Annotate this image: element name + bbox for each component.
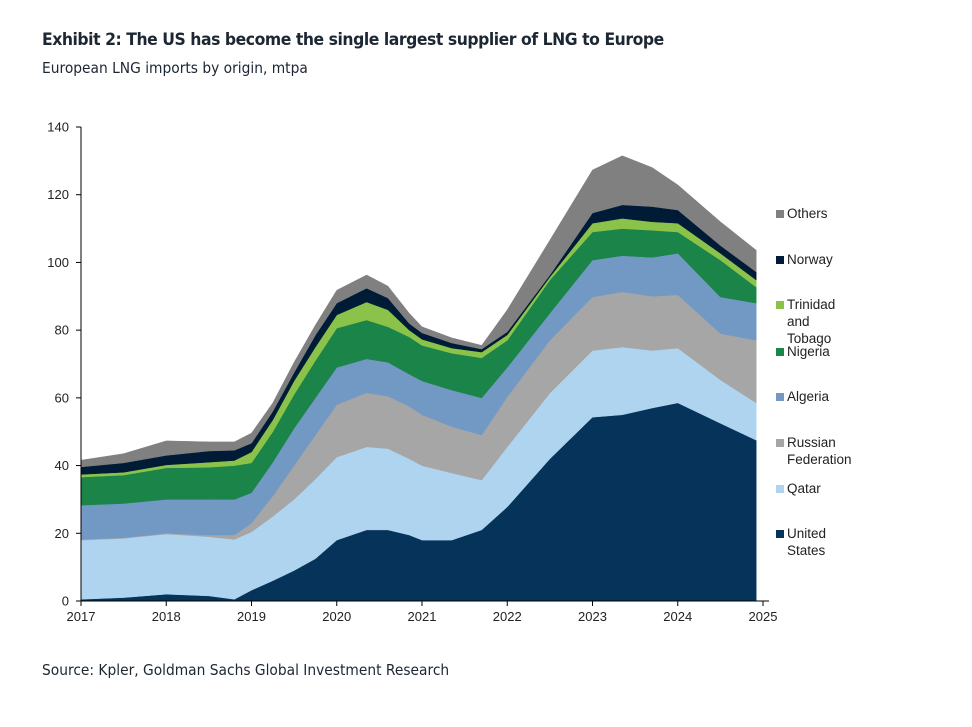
legend-swatch — [776, 530, 784, 538]
y-tick-label: 120 — [47, 187, 69, 202]
legend-swatch — [776, 439, 784, 447]
x-axis-ticks: 2017 2018 2019 2020 2021 2022 2023 2024 2025 — [67, 601, 778, 624]
x-tick-label: 2018 — [152, 609, 181, 624]
y-tick-label: 20 — [55, 526, 69, 541]
legend-label: Qatar — [787, 481, 821, 496]
x-tick-label: 2022 — [493, 609, 522, 624]
y-tick-label: 100 — [47, 255, 69, 270]
legend-item-nigeria: Nigeria — [776, 343, 830, 360]
legend-swatch — [776, 210, 784, 218]
x-tick-label: 2020 — [322, 609, 351, 624]
x-tick-label: 2021 — [408, 609, 437, 624]
area-layers — [80, 155, 757, 602]
y-tick-label: 60 — [55, 390, 69, 405]
y-axis-ticks: 0 20 40 60 80 100 120 140 — [47, 120, 81, 609]
legend-label: Algeria — [787, 389, 830, 404]
legend-label: Trinidad and Tobago — [787, 297, 836, 346]
source-note: Source: Kpler, Goldman Sachs Global Inve… — [42, 661, 450, 679]
legend-item-russian-federation: Russian Federation — [776, 434, 852, 468]
legend-swatch — [776, 348, 784, 356]
legend-label: Norway — [787, 252, 833, 267]
legend-label: Russian Federation — [787, 435, 852, 467]
legend-swatch — [776, 393, 784, 401]
legend-label: United States — [787, 526, 827, 558]
x-tick-label: 2019 — [237, 609, 266, 624]
legend-swatch — [776, 485, 784, 493]
area-others — [80, 155, 757, 468]
legend-item-others: Others — [776, 205, 828, 222]
legend-swatch — [776, 256, 784, 264]
legend-label: Others — [787, 206, 828, 221]
x-tick-label: 2025 — [749, 609, 778, 624]
x-tick-label: 2024 — [663, 609, 692, 624]
y-tick-label: 0 — [62, 594, 69, 609]
y-tick-label: 40 — [55, 458, 69, 473]
chart-subtitle: European LNG imports by origin, mtpa — [42, 59, 308, 77]
legend-swatch — [776, 301, 784, 309]
y-tick-label: 80 — [55, 323, 69, 338]
legend-item-united-states: United States — [776, 525, 826, 559]
y-tick-label: 140 — [47, 120, 69, 135]
legend-item-qatar: Qatar — [776, 480, 821, 497]
x-tick-label: 2023 — [578, 609, 607, 624]
legend-label: Nigeria — [787, 344, 830, 359]
legend-item-norway: Norway — [776, 251, 833, 268]
chart-title: Exhibit 2: The US has become the single … — [42, 30, 664, 50]
legend-item-algeria: Algeria — [776, 388, 829, 405]
x-tick-label: 2017 — [67, 609, 96, 624]
legend-item-trinidad-and-tobago: Trinidad and Tobago — [776, 296, 835, 347]
